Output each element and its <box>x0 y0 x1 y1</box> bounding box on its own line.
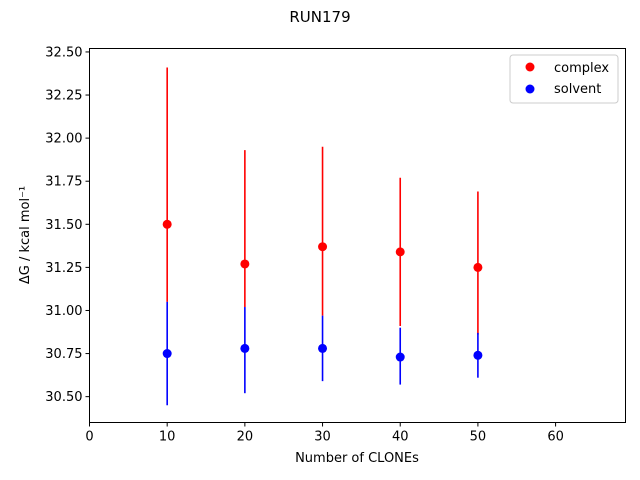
complex-point <box>162 219 172 229</box>
legend-label-solvent: solvent <box>554 82 601 97</box>
axes-frame <box>89 48 626 423</box>
solvent-point <box>395 352 405 362</box>
legend-box <box>509 54 619 104</box>
legend-label-complex: complex <box>554 61 609 76</box>
x-tick-label: 10 <box>159 430 176 445</box>
y-tick-label: 31.75 <box>45 175 82 190</box>
y-axis-label: ΔG / kcal mol⁻¹ <box>18 186 33 284</box>
complex-point <box>240 259 250 269</box>
y-tick-label: 31.25 <box>45 261 82 276</box>
y-tick-label: 31.00 <box>45 304 82 319</box>
solvent-point <box>318 343 328 353</box>
x-tick-label: 60 <box>547 430 564 445</box>
x-axis-label: Number of CLONEs <box>295 451 419 466</box>
complex-point <box>318 242 328 252</box>
y-tick-label: 31.50 <box>45 218 82 233</box>
solvent-point <box>240 343 250 353</box>
x-tick-label: 50 <box>470 430 487 445</box>
plot-area <box>162 67 483 406</box>
y-tick-label: 32.25 <box>45 89 82 104</box>
y-tick-label: 32.00 <box>45 132 82 147</box>
x-tick-label: 0 <box>85 430 93 445</box>
x-tick-label: 30 <box>314 430 331 445</box>
y-tick-label: 32.50 <box>45 45 82 60</box>
legend: complex solvent <box>509 54 619 104</box>
y-tick-label: 30.75 <box>45 347 82 362</box>
complex-point <box>395 247 405 257</box>
x-tick-label: 40 <box>392 430 409 445</box>
x-tick-label: 20 <box>237 430 254 445</box>
legend-marker-solvent <box>525 84 535 94</box>
complex-point <box>473 262 483 272</box>
solvent-point <box>162 349 172 359</box>
solvent-point <box>473 350 483 360</box>
chart-title: RUN179 <box>289 8 350 26</box>
y-tick-label: 30.50 <box>45 390 82 405</box>
axes-ticks: 0 10 20 30 40 50 60 30.50 30.75 31.00 31.25 31.50 31… <box>45 45 564 444</box>
legend-marker-complex <box>525 62 535 72</box>
